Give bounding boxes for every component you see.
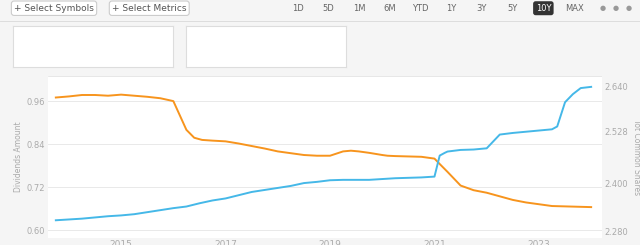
Text: 1M: 1M bbox=[353, 4, 365, 13]
Text: 1D: 1D bbox=[292, 4, 303, 13]
Text: ●: ● bbox=[191, 29, 202, 42]
Text: 3Y: 3Y bbox=[477, 4, 487, 13]
Text: ↗: ↗ bbox=[285, 55, 293, 65]
Text: Dividends A...: Dividends A... bbox=[210, 30, 268, 39]
Text: ↗: ↗ bbox=[112, 55, 120, 65]
Text: Tot Common ...: Tot Common ... bbox=[37, 30, 100, 39]
Text: + Select Symbols: + Select Symbols bbox=[14, 4, 94, 13]
Text: ●: ● bbox=[600, 5, 606, 11]
Text: MAX: MAX bbox=[564, 4, 584, 13]
Text: 1.01: 1.01 bbox=[298, 29, 323, 39]
Text: 2.36B: 2.36B bbox=[125, 29, 159, 39]
Text: 10Y: 10Y bbox=[536, 4, 551, 13]
Text: 5Y: 5Y bbox=[508, 4, 518, 13]
Text: PG: PG bbox=[210, 54, 220, 63]
Text: 1Y: 1Y bbox=[446, 4, 456, 13]
Y-axis label: Dividends Amount: Dividends Amount bbox=[13, 122, 22, 192]
Text: 5D: 5D bbox=[323, 4, 334, 13]
Text: + Select Metrics: + Select Metrics bbox=[112, 4, 186, 13]
Text: YTD: YTD bbox=[412, 4, 429, 13]
Y-axis label: Tot Common Shares: Tot Common Shares bbox=[632, 119, 640, 195]
Text: 6M: 6M bbox=[383, 4, 396, 13]
Text: ●: ● bbox=[18, 29, 29, 42]
Text: ●: ● bbox=[612, 5, 619, 11]
Text: PG: PG bbox=[37, 54, 47, 63]
Text: ●: ● bbox=[625, 5, 632, 11]
